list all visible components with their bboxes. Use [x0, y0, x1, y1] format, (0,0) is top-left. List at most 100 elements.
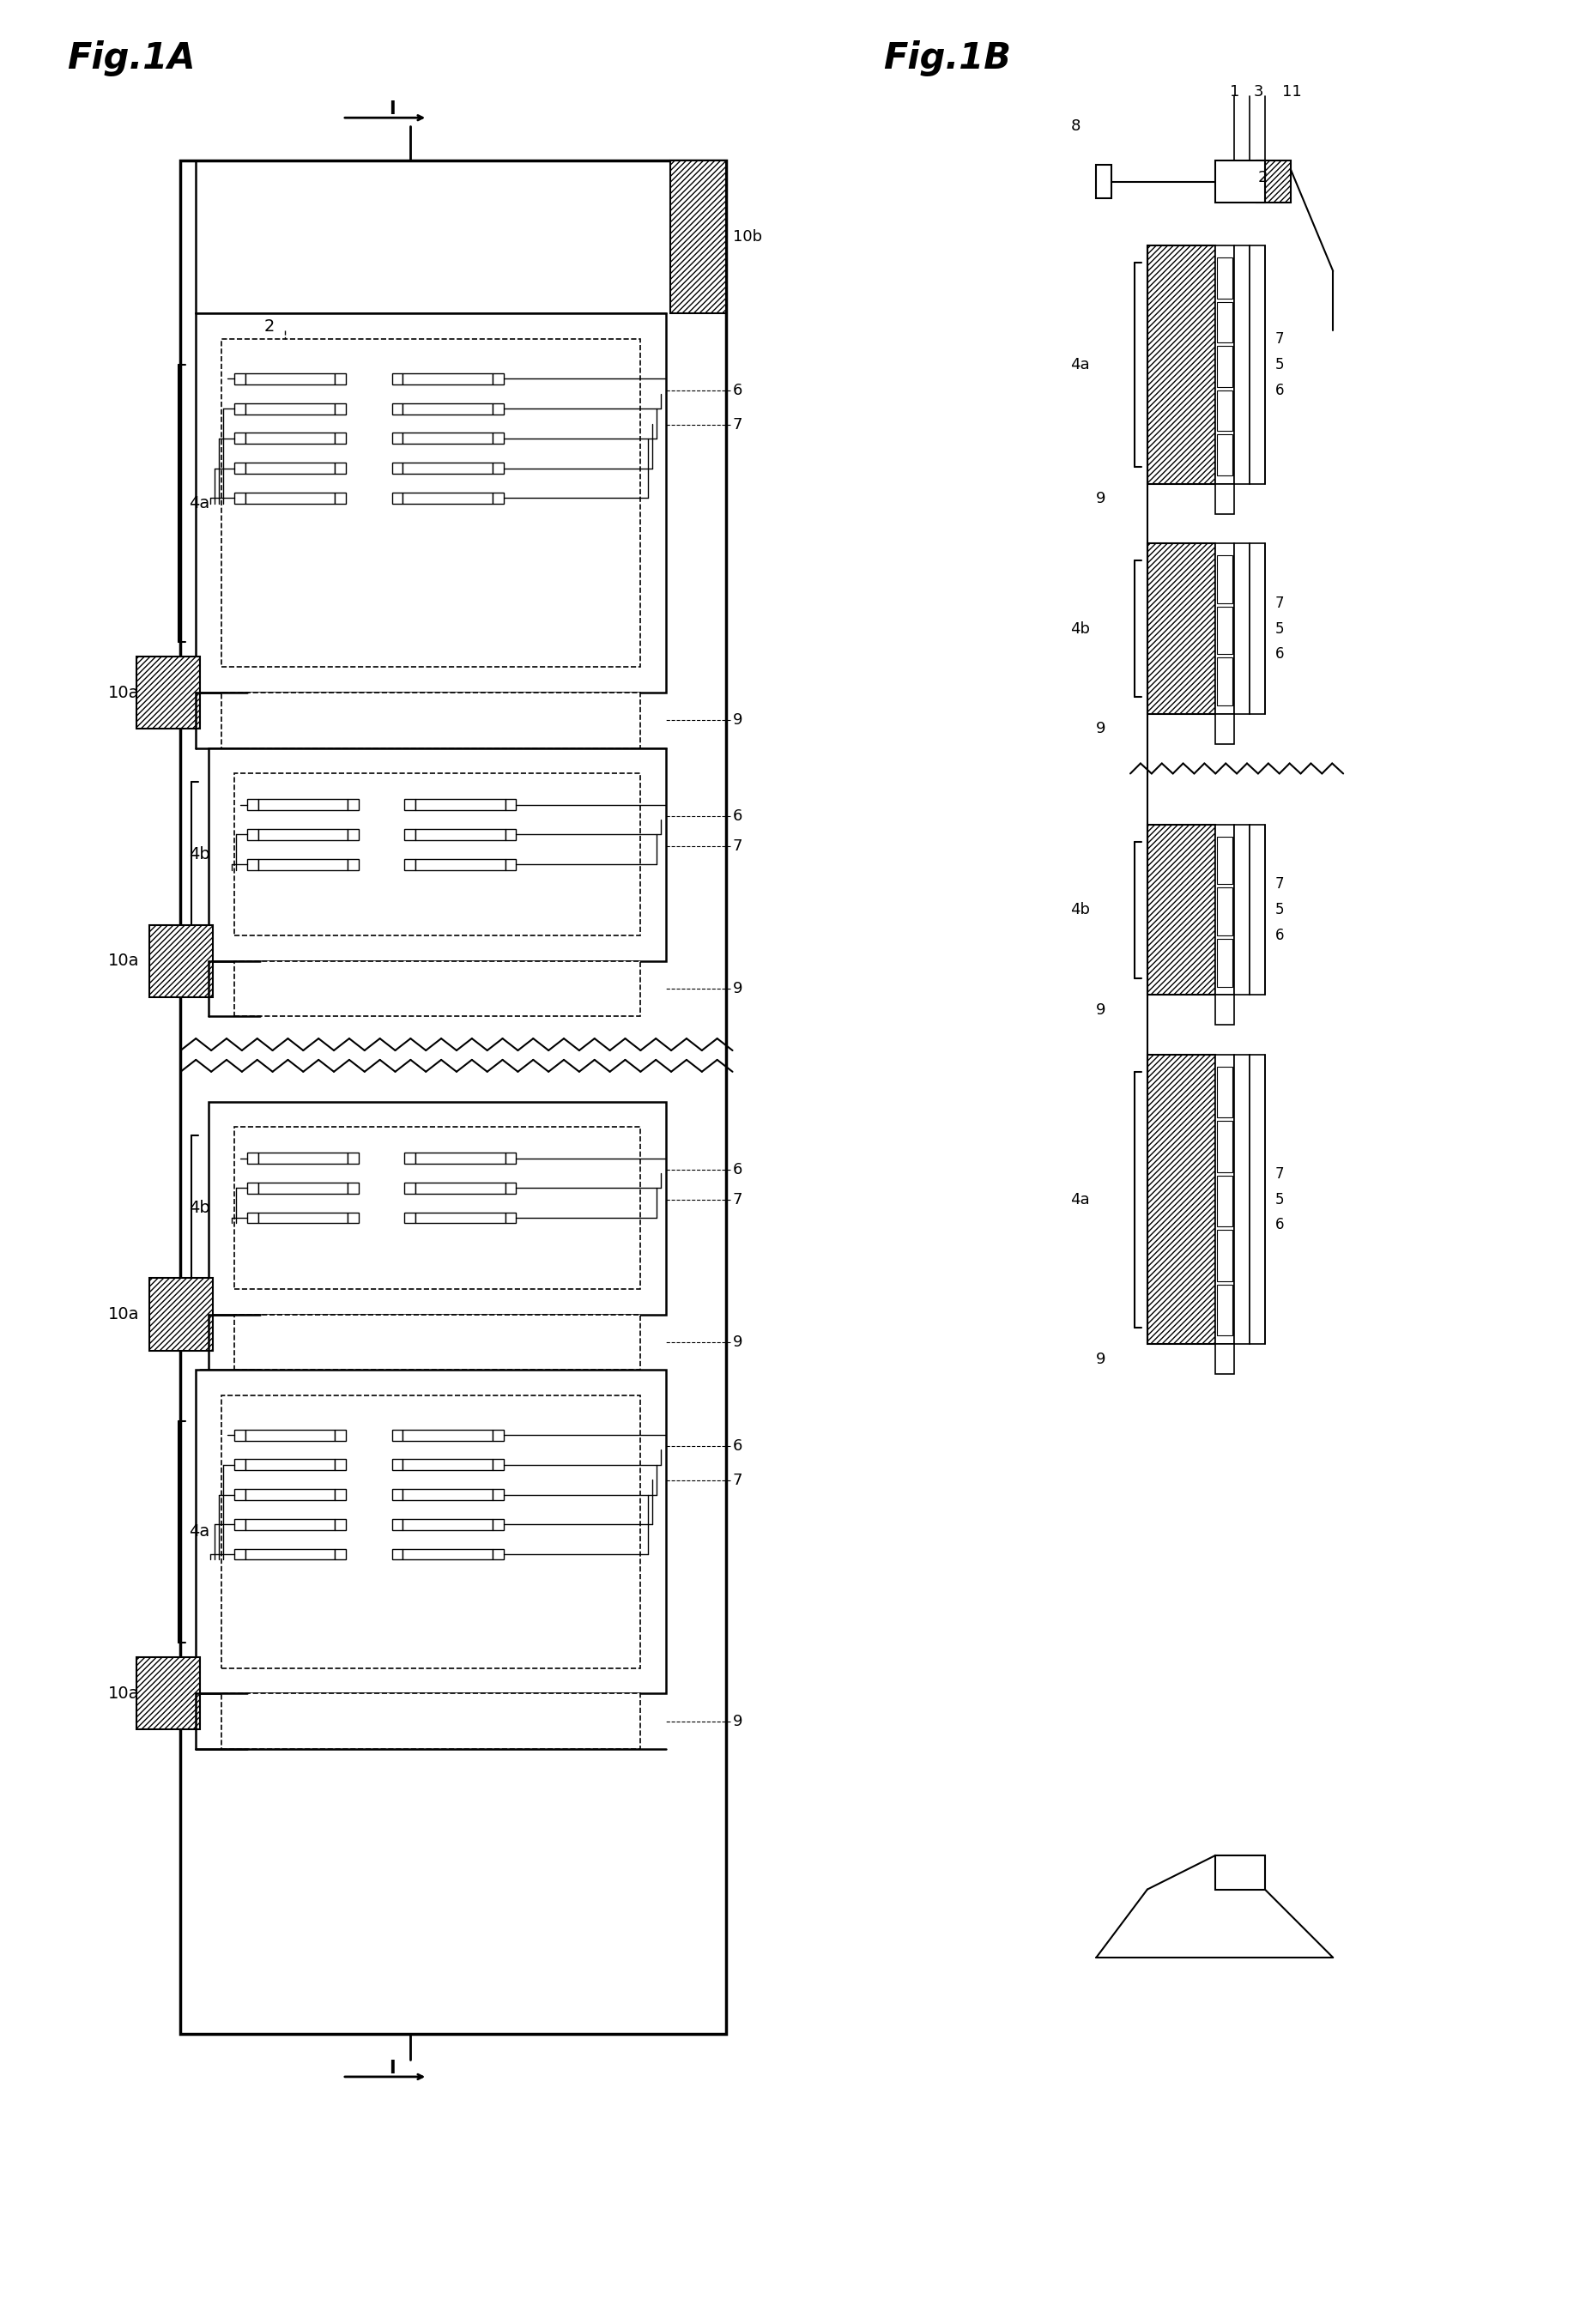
Bar [246, 1429, 335, 1441]
Bar [492, 432, 503, 444]
Bar [149, 1278, 213, 1350]
Text: 6: 6 [733, 383, 742, 397]
Bar [209, 1102, 666, 1315]
Bar [392, 493, 403, 504]
Text: 10a: 10a [108, 686, 140, 702]
Bar [335, 374, 346, 383]
Bar [235, 1459, 246, 1471]
Bar [259, 860, 347, 869]
Text: 10b: 10b [733, 230, 761, 244]
Bar [347, 1153, 358, 1164]
Bar [1216, 346, 1232, 386]
Bar [1216, 658, 1232, 706]
Bar [416, 1153, 504, 1164]
Bar [335, 462, 346, 474]
Text: 9: 9 [1096, 490, 1105, 507]
Text: 4a: 4a [189, 1525, 209, 1541]
Bar [1216, 888, 1232, 937]
Text: 5: 5 [1275, 358, 1283, 372]
Bar [1215, 1055, 1234, 1343]
Bar [492, 1490, 503, 1501]
Bar [235, 462, 246, 474]
Bar [492, 1520, 503, 1529]
Text: 9: 9 [733, 1713, 742, 1729]
Text: 5: 5 [1275, 621, 1283, 637]
Text: 4a: 4a [1071, 358, 1090, 372]
Text: 4b: 4b [1071, 902, 1090, 918]
Bar [1215, 483, 1234, 514]
Bar [1147, 1055, 1215, 1343]
Text: 7: 7 [733, 1192, 742, 1206]
Text: 4a: 4a [189, 495, 209, 511]
Text: 4b: 4b [189, 846, 211, 862]
Bar [504, 1183, 515, 1195]
Bar [1248, 1055, 1264, 1343]
Bar [259, 799, 347, 811]
Text: 6: 6 [1275, 646, 1283, 662]
Text: Fig.1A: Fig.1A [67, 40, 195, 77]
Text: 9: 9 [1096, 1353, 1105, 1367]
Bar [246, 1490, 335, 1501]
Bar [504, 860, 515, 869]
Text: 7: 7 [1275, 876, 1283, 892]
Bar [235, 1127, 641, 1290]
Text: 11: 11 [1281, 84, 1301, 100]
Bar [347, 1183, 358, 1195]
Text: 10a: 10a [108, 1685, 140, 1701]
Bar [347, 860, 358, 869]
Bar [1216, 939, 1232, 988]
Bar [392, 1520, 403, 1529]
Bar [492, 1459, 503, 1471]
Bar [235, 1429, 246, 1441]
Bar [1234, 825, 1248, 995]
Bar [404, 860, 416, 869]
Text: 1: 1 [1229, 84, 1239, 100]
Text: 6: 6 [733, 1439, 742, 1455]
Bar [1216, 837, 1232, 885]
Bar [235, 774, 641, 937]
Bar [136, 1657, 200, 1729]
Bar [492, 374, 503, 383]
Bar [1248, 825, 1264, 995]
Bar [246, 432, 335, 444]
Text: 7: 7 [1275, 1167, 1283, 1181]
Text: 9: 9 [733, 1334, 742, 1350]
Text: 3: 3 [1253, 84, 1262, 100]
Bar [1147, 544, 1215, 713]
Bar [1215, 713, 1234, 744]
Bar [149, 925, 213, 997]
Bar [1256, 160, 1289, 202]
Bar [235, 402, 246, 414]
Bar [404, 799, 416, 811]
Bar [1216, 1067, 1232, 1118]
Bar [492, 462, 503, 474]
Bar [403, 402, 492, 414]
Bar [1147, 246, 1215, 483]
Bar [1216, 1120, 1232, 1171]
Text: 6: 6 [733, 809, 742, 825]
Bar [1234, 544, 1248, 713]
Bar [247, 799, 259, 811]
Bar [416, 1213, 504, 1222]
Bar [247, 1183, 259, 1195]
Bar [235, 432, 246, 444]
Bar [1216, 390, 1232, 432]
Bar [335, 1459, 346, 1471]
Text: 6: 6 [1275, 383, 1283, 397]
Text: 9: 9 [1096, 720, 1105, 737]
Bar [504, 799, 515, 811]
Bar [222, 693, 641, 748]
Text: 5: 5 [1275, 1192, 1283, 1206]
Bar [335, 1429, 346, 1441]
Bar [247, 1153, 259, 1164]
Bar [416, 860, 504, 869]
Bar [1216, 435, 1232, 476]
Bar [259, 1183, 347, 1195]
Bar [492, 402, 503, 414]
Bar [335, 402, 346, 414]
Text: 2: 2 [263, 318, 274, 335]
Bar [416, 799, 504, 811]
Bar [416, 1183, 504, 1195]
Bar [404, 1153, 416, 1164]
Bar [246, 1548, 335, 1559]
